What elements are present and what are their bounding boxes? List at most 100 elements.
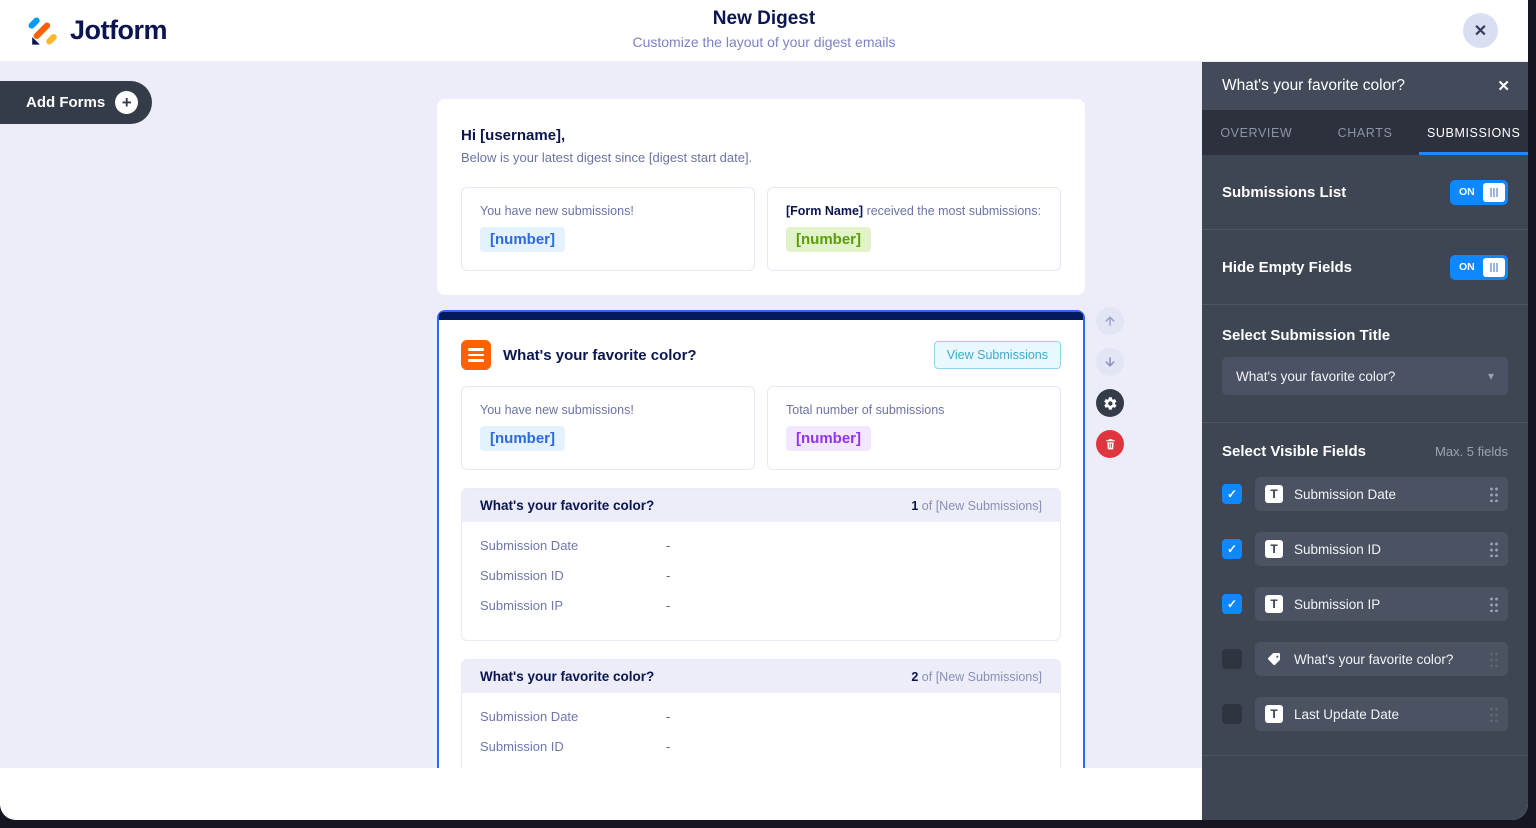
stat-label: Total number of submissions bbox=[786, 403, 945, 417]
field-pill[interactable]: What's your favorite color? bbox=[1255, 642, 1508, 676]
brand-name: Jotform bbox=[70, 14, 168, 45]
form-icon bbox=[461, 340, 491, 370]
sidebar-close-icon[interactable]: ✕ bbox=[1497, 78, 1510, 95]
field-value: - bbox=[666, 709, 671, 724]
field-checkbox[interactable]: ✓ bbox=[1222, 594, 1242, 614]
form-settings-sidebar: What's your favorite color? ✕ OVERVIEW C… bbox=[1202, 62, 1528, 820]
toggle-state-label: ON bbox=[1459, 261, 1475, 273]
drag-handle-icon[interactable] bbox=[1489, 596, 1498, 612]
field-checkbox[interactable] bbox=[1222, 704, 1242, 724]
view-submissions-button[interactable]: View Submissions bbox=[933, 341, 1061, 369]
field-value: - bbox=[666, 739, 671, 754]
drag-handle-icon[interactable] bbox=[1489, 706, 1498, 722]
submissions-list-toggle[interactable]: ON bbox=[1450, 179, 1508, 205]
setting-label: Hide Empty Fields bbox=[1222, 258, 1353, 276]
stat-label-rest: received the most submissions: bbox=[863, 204, 1041, 218]
submissions-list-setting: Submissions List ON bbox=[1202, 155, 1528, 230]
submission-field-row: Submission ID - bbox=[480, 739, 1042, 755]
field-row-favorite-color: What's your favorite color? bbox=[1222, 642, 1508, 676]
field-pill[interactable]: T Submission ID bbox=[1255, 532, 1508, 566]
submission-block-title: What's your favorite color? bbox=[480, 498, 655, 513]
check-icon: ✓ bbox=[1226, 542, 1238, 556]
field-label: Submission IP bbox=[480, 598, 564, 613]
submission-field-row: Submission Date - bbox=[480, 538, 1042, 554]
move-card-down-button[interactable] bbox=[1096, 348, 1124, 376]
hide-empty-fields-setting: Hide Empty Fields ON bbox=[1202, 230, 1528, 305]
jotform-logo-icon bbox=[28, 17, 57, 45]
number-placeholder-chip: [number] bbox=[480, 227, 565, 252]
greeting-card[interactable]: Hi [username], Below is your latest dige… bbox=[437, 99, 1085, 295]
field-label: What's your favorite color? bbox=[1294, 651, 1454, 667]
gear-icon bbox=[1103, 396, 1116, 410]
toggle-state-label: ON bbox=[1459, 186, 1475, 198]
toggle-knob bbox=[1483, 257, 1505, 277]
digest-preview-column: Hi [username], Below is your latest dige… bbox=[437, 99, 1085, 820]
drag-handle-icon[interactable] bbox=[1489, 651, 1498, 667]
field-pill[interactable]: T Submission IP bbox=[1255, 587, 1508, 621]
submission-field-row: Submission IP - bbox=[480, 598, 1042, 614]
chevron-down-icon: ▾ bbox=[1487, 369, 1494, 383]
field-pill[interactable]: T Submission Date bbox=[1255, 477, 1508, 511]
new-submissions-stat: You have new submissions! [number] bbox=[461, 187, 755, 271]
check-icon: ✓ bbox=[1226, 487, 1238, 501]
tab-submissions[interactable]: SUBMISSIONS bbox=[1419, 110, 1528, 155]
text-field-icon: T bbox=[1265, 705, 1283, 723]
submission-block-title: What's your favorite color? bbox=[480, 669, 655, 684]
stat-label: You have new submissions! bbox=[480, 204, 634, 218]
sidebar-header: What's your favorite color? ✕ bbox=[1202, 62, 1528, 110]
drag-handle-icon[interactable] bbox=[1489, 541, 1498, 557]
stat-label: [Form Name] received the most submission… bbox=[786, 204, 1042, 218]
submission-block-header: What's your favorite color? 2 of [New Su… bbox=[462, 660, 1060, 693]
setting-label: Submissions List bbox=[1222, 183, 1347, 201]
number-placeholder-chip: [number] bbox=[786, 227, 871, 252]
submission-title-dropdown[interactable]: What's your favorite color? ▾ bbox=[1222, 357, 1508, 395]
field-label: Submission IP bbox=[1294, 596, 1381, 612]
tab-charts[interactable]: CHARTS bbox=[1337, 125, 1393, 140]
delete-card-button[interactable] bbox=[1096, 430, 1124, 458]
field-row-last-update-date: T Last Update Date bbox=[1222, 697, 1508, 731]
field-row-submission-ip: ✓ T Submission IP bbox=[1222, 587, 1508, 621]
stat-label: You have new submissions! bbox=[480, 403, 634, 417]
field-label: Submission Date bbox=[480, 709, 579, 724]
form-digest-card-selected[interactable]: What's your favorite color? View Submiss… bbox=[437, 310, 1085, 820]
tag-icon bbox=[1265, 650, 1283, 668]
submission-block-1: What's your favorite color? 1 of [New Su… bbox=[461, 488, 1061, 641]
field-label: Submission ID bbox=[1294, 541, 1382, 557]
field-checkbox[interactable]: ✓ bbox=[1222, 539, 1242, 559]
hide-empty-fields-toggle[interactable]: ON bbox=[1450, 254, 1508, 280]
top-header: Jotform New Digest Customize the layout … bbox=[0, 0, 1528, 62]
close-icon: ✕ bbox=[1473, 22, 1488, 40]
field-value: - bbox=[666, 598, 671, 613]
card-settings-button[interactable] bbox=[1096, 389, 1124, 417]
form-card-title: What's your favorite color? bbox=[503, 346, 697, 364]
submission-block-2: What's your favorite color? 2 of [New Su… bbox=[461, 659, 1061, 812]
submission-counter: 1 of [New Submissions] bbox=[911, 499, 1042, 513]
field-checkbox[interactable]: ✓ bbox=[1222, 484, 1242, 504]
drag-handle-icon[interactable] bbox=[1489, 486, 1498, 502]
field-label: Submission ID bbox=[480, 739, 564, 754]
field-pill[interactable]: T Last Update Date bbox=[1255, 697, 1508, 731]
arrow-down-icon bbox=[1105, 357, 1115, 367]
close-digest-button[interactable]: ✕ bbox=[1463, 13, 1498, 48]
field-checkbox[interactable] bbox=[1222, 649, 1242, 669]
field-value: - bbox=[666, 568, 671, 583]
sidebar-tabs: OVERVIEW CHARTS SUBMISSIONS bbox=[1202, 110, 1528, 155]
text-field-icon: T bbox=[1265, 540, 1283, 558]
submission-index: 2 bbox=[911, 669, 919, 684]
tab-overview[interactable]: OVERVIEW bbox=[1220, 125, 1293, 140]
max-fields-hint: Max. 5 fields bbox=[1435, 444, 1508, 459]
selected-card-topbar bbox=[439, 312, 1083, 320]
bottom-white-band bbox=[0, 768, 1202, 820]
submission-field-row: Submission ID - bbox=[480, 568, 1042, 584]
page-subtitle: Customize the layout of your digest emai… bbox=[632, 34, 896, 50]
field-label: Submission Date bbox=[1294, 486, 1397, 502]
number-placeholder-chip: [number] bbox=[786, 426, 871, 451]
new-submissions-stat: You have new submissions! [number] bbox=[461, 386, 755, 470]
add-forms-button[interactable]: Add Forms + bbox=[0, 81, 153, 124]
page-title: New Digest bbox=[712, 8, 816, 29]
submission-counter: 2 of [New Submissions] bbox=[911, 670, 1042, 684]
add-forms-label: Add Forms bbox=[26, 94, 106, 111]
submission-field-row: Submission Date - bbox=[480, 709, 1042, 725]
jotform-logo[interactable]: Jotform bbox=[26, 13, 168, 47]
move-card-up-button[interactable] bbox=[1096, 307, 1124, 335]
